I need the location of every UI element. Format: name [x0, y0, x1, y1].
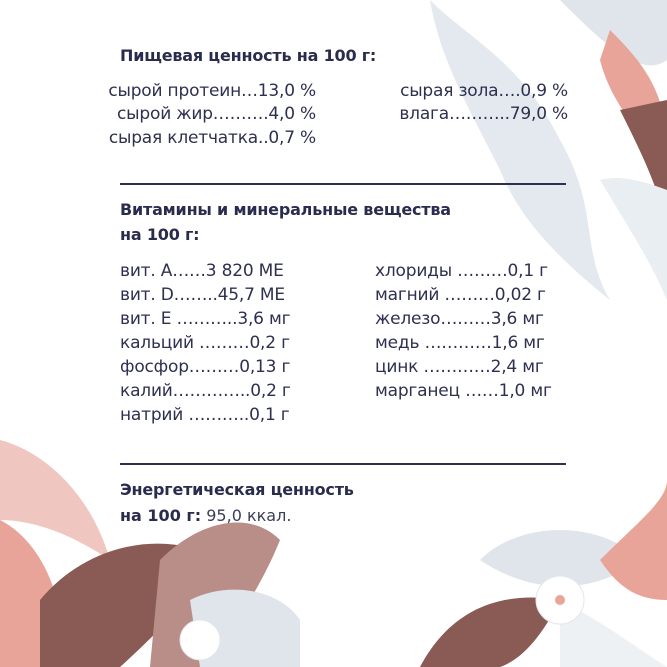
- mineral-row: марганец ……1,0 мг: [375, 381, 552, 401]
- nutrition-row: сырая зола….0,9 %: [400, 81, 568, 101]
- energy-value: 95,0 ккал.: [206, 506, 292, 525]
- divider: [120, 463, 566, 465]
- vitamin-row: фосфор………0,13 г: [120, 357, 291, 377]
- mineral-row: медь …………1,6 мг: [375, 333, 545, 353]
- vitamin-row: вит. A……3 820 МЕ: [120, 261, 284, 281]
- energy-label: на 100 г:: [120, 506, 202, 525]
- nutrition-row: сырая клетчатка..0,7 %: [108, 128, 316, 148]
- vitamins-title-2: на 100 г:: [120, 225, 200, 244]
- vitamin-row: кальций ………0,2 г: [120, 333, 290, 353]
- vitamins-title: Витамины и минеральные вещества: [120, 200, 451, 219]
- vitamin-row: натрий ………..0,1 г: [120, 405, 290, 425]
- mineral-row: цинк …………2,4 мг: [375, 357, 544, 377]
- nutrition-row: сырой протеин…13,0 %: [108, 81, 316, 101]
- vitamin-row: вит. D……..45,7 МЕ: [120, 285, 285, 305]
- vitamin-row: вит. E ………..3,6 мг: [120, 309, 291, 329]
- nutrition-title: Пищевая ценность на 100 г:: [120, 46, 377, 65]
- nutrition-row: влага………..79,0 %: [399, 104, 568, 124]
- energy-title: Энергетическая ценность: [120, 480, 354, 499]
- bottom-left-leaves-icon: [0, 440, 300, 667]
- nutrition-row: сырой жир……….4,0 %: [117, 104, 316, 124]
- divider: [120, 183, 566, 185]
- vitamin-row: калий…………..0,2 г: [120, 381, 291, 401]
- mineral-row: хлориды ………0,1 г: [375, 261, 548, 281]
- bottom-right-leaves-icon: [420, 480, 667, 667]
- mineral-row: магний ………0,02 г: [375, 285, 546, 305]
- top-right-leaves-icon: [430, 0, 667, 300]
- mineral-row: железо………3,6 мг: [375, 309, 544, 329]
- energy-value-line: на 100 г: 95,0 ккал.: [120, 506, 291, 525]
